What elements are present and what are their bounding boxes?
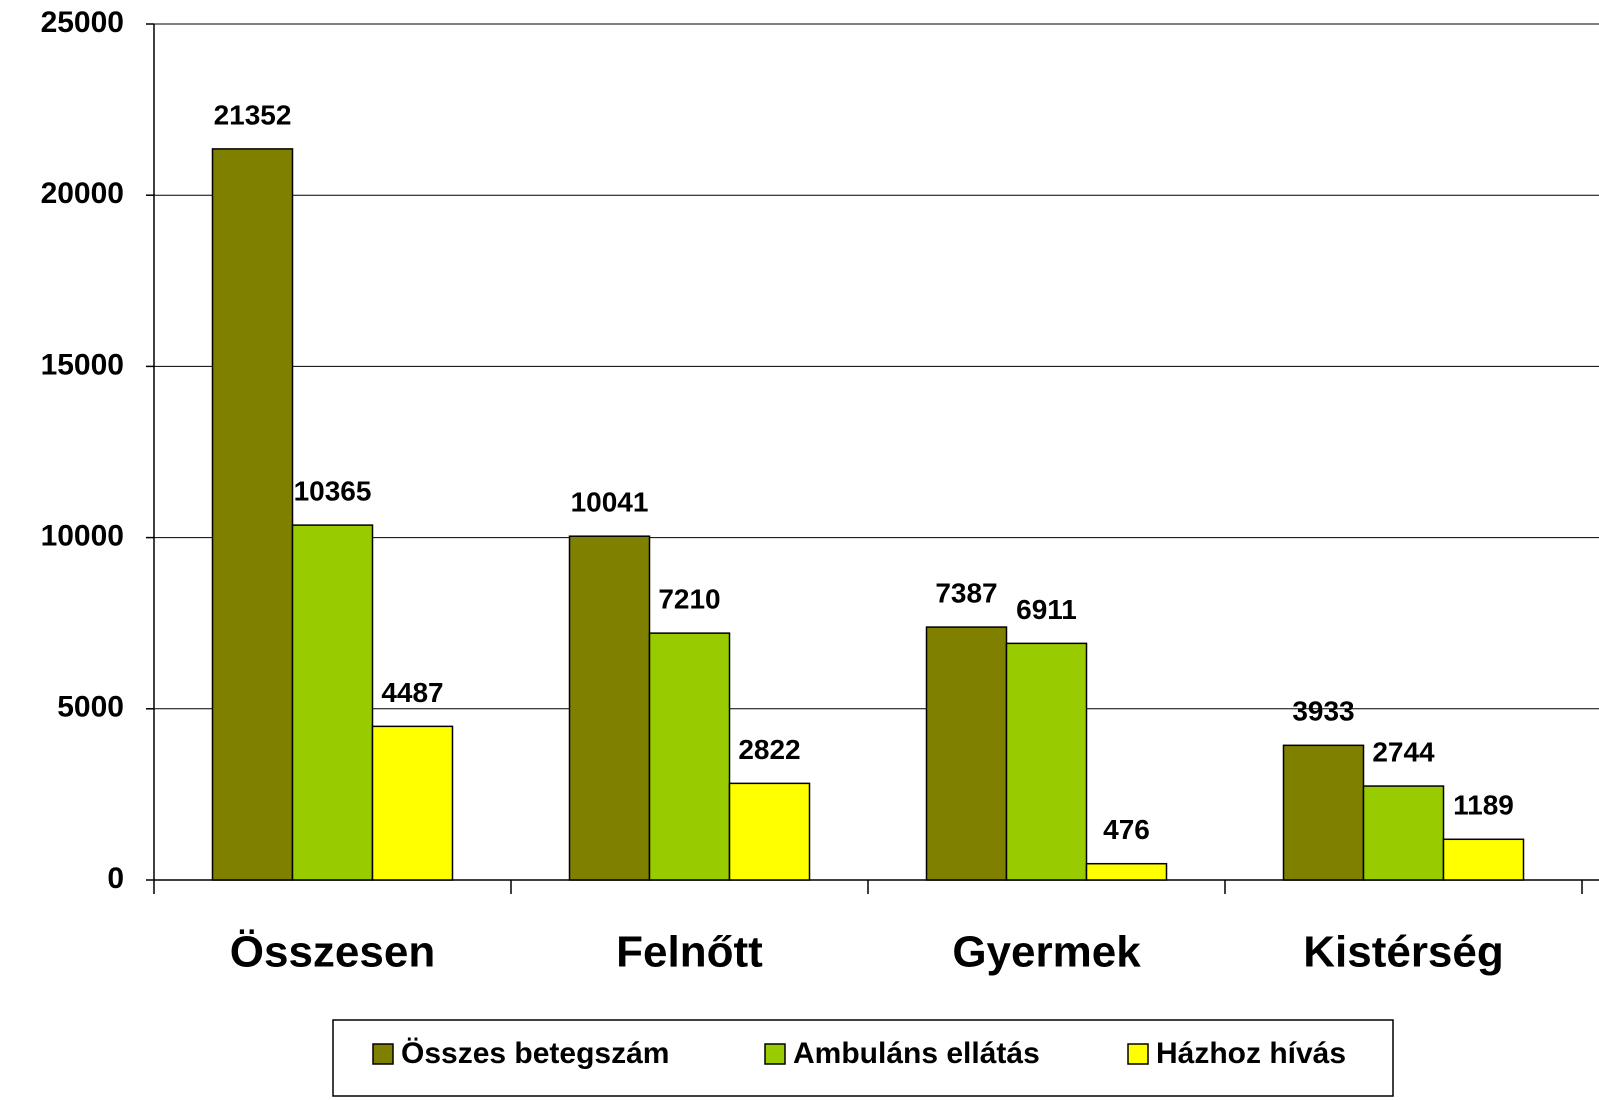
data-label: 476 bbox=[1103, 814, 1150, 845]
data-label: 10041 bbox=[571, 487, 649, 518]
legend-swatch bbox=[1127, 1043, 1149, 1065]
data-label: 1189 bbox=[1453, 790, 1514, 821]
legend bbox=[332, 1019, 1394, 1097]
data-label: 6911 bbox=[1016, 594, 1077, 625]
legend-label: Összes betegszám bbox=[401, 1037, 669, 1070]
legend-label: Ambuláns ellátás bbox=[793, 1037, 1040, 1070]
data-label: 10365 bbox=[294, 475, 372, 506]
bar bbox=[648, 632, 731, 881]
bar bbox=[1085, 862, 1168, 881]
data-label: 7210 bbox=[658, 584, 720, 615]
x-tick-label: Összesen bbox=[230, 928, 435, 977]
x-tick-label: Gyermek bbox=[952, 928, 1141, 977]
y-tick-label: 15000 bbox=[41, 348, 124, 381]
bar bbox=[211, 148, 294, 881]
data-label: 2822 bbox=[738, 734, 800, 765]
bar bbox=[1442, 838, 1525, 881]
legend-swatch bbox=[764, 1043, 786, 1065]
y-tick-label: 5000 bbox=[57, 691, 124, 724]
data-label: 3933 bbox=[1292, 696, 1354, 727]
bar bbox=[568, 535, 651, 881]
bar bbox=[1005, 642, 1088, 881]
x-tick-label: Kistérség bbox=[1303, 928, 1504, 977]
data-label: 2744 bbox=[1372, 736, 1435, 767]
bar bbox=[1282, 744, 1365, 881]
legend-label: Házhoz hívás bbox=[1156, 1037, 1346, 1070]
bar bbox=[291, 524, 374, 881]
data-label: 7387 bbox=[935, 577, 997, 608]
legend-swatch bbox=[372, 1043, 394, 1065]
bar bbox=[1362, 785, 1445, 881]
y-tick-label: 20000 bbox=[41, 177, 124, 210]
y-tick-label: 10000 bbox=[41, 520, 124, 553]
bar bbox=[925, 626, 1008, 881]
x-tick-label: Felnőtt bbox=[616, 928, 763, 977]
data-label: 21352 bbox=[214, 99, 292, 130]
bar bbox=[371, 725, 454, 881]
data-label: 4487 bbox=[381, 677, 443, 708]
bar bbox=[728, 782, 811, 881]
y-tick-label: 25000 bbox=[41, 6, 124, 39]
y-tick-label: 0 bbox=[107, 862, 124, 895]
